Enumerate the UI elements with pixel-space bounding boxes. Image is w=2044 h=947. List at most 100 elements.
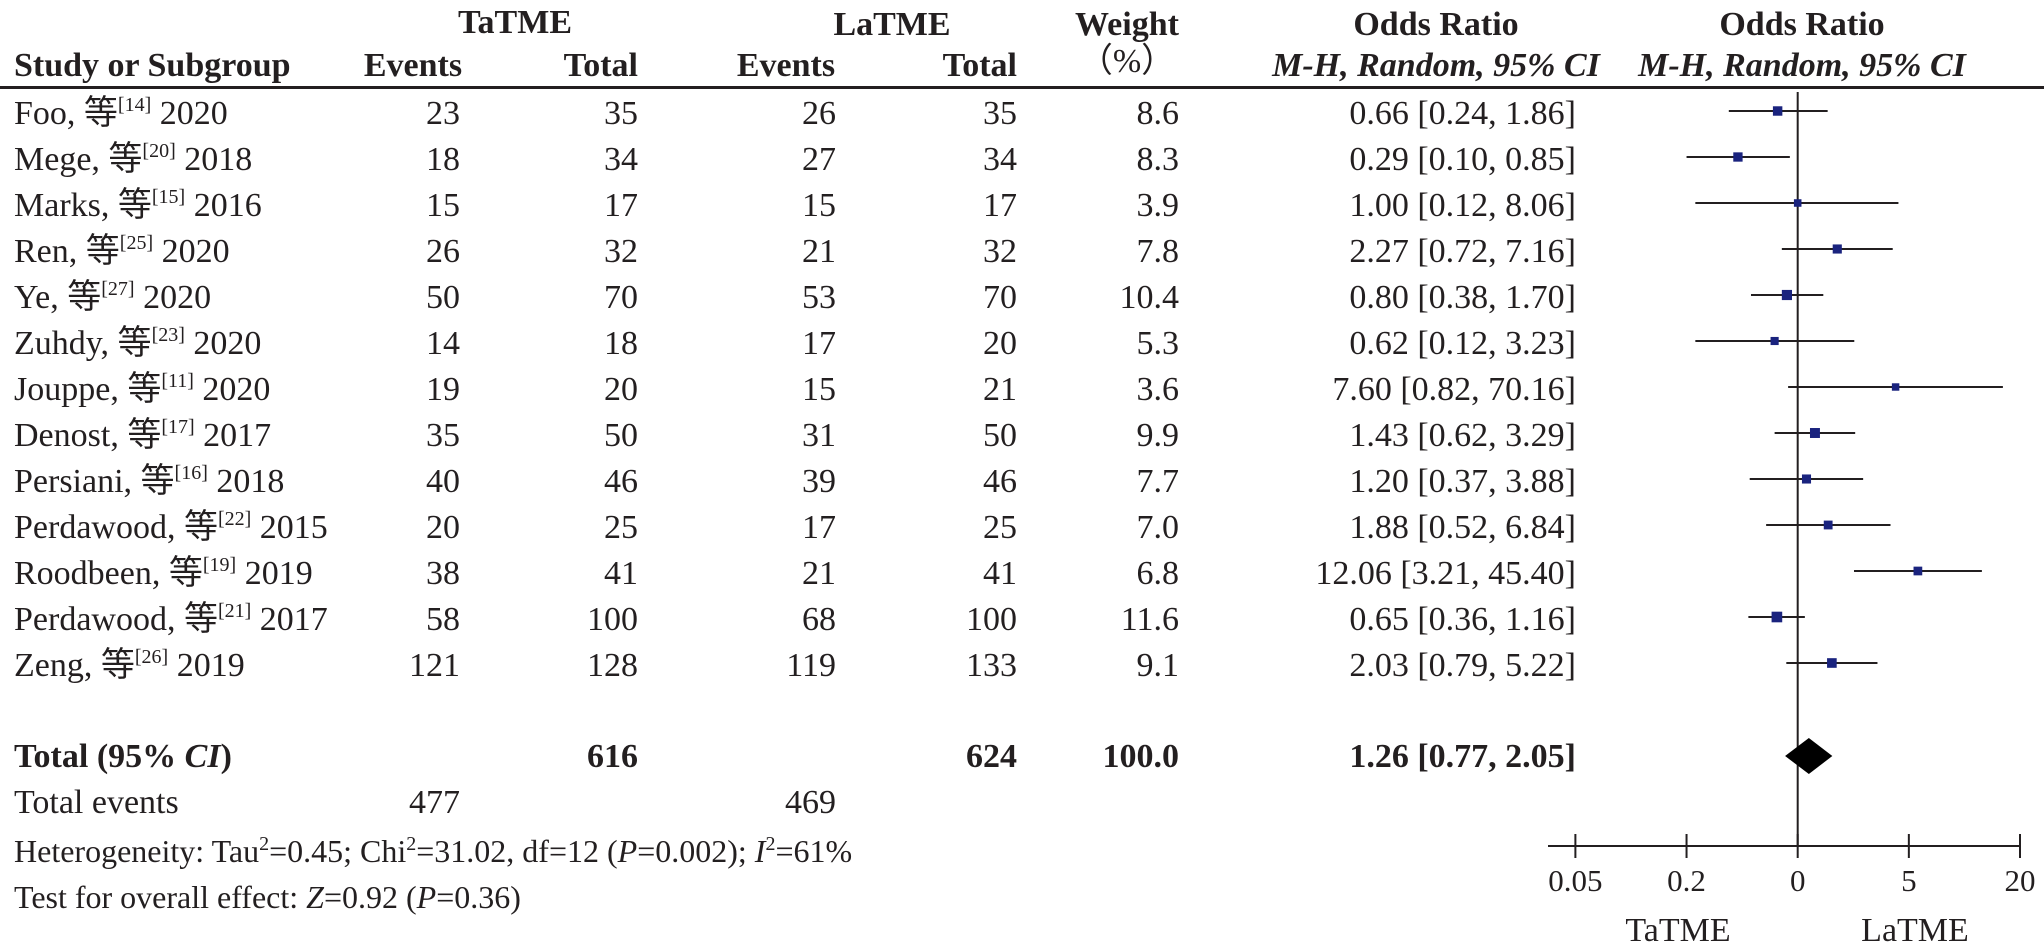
- events1-cell: 15: [426, 187, 460, 224]
- or-ci-cell: 0.29 [0.10, 0.85]: [1349, 141, 1576, 178]
- total1-cell: 70: [604, 279, 638, 316]
- events2-cell: 15: [802, 371, 836, 408]
- total1-cell: 17: [604, 187, 638, 224]
- events1-cell: 20: [426, 509, 460, 546]
- or-ci-cell: 7.60 [0.82, 70.16]: [1332, 371, 1576, 408]
- weight-cell: 7.7: [1136, 463, 1180, 500]
- total2-cell: 25: [983, 509, 1017, 546]
- axis-tick-label: 0.05: [1548, 863, 1603, 898]
- total-weight: 100.0: [1102, 738, 1180, 775]
- favours-right-label: LaTME: [1861, 912, 1969, 947]
- or-ci-cell: 1.43 [0.62, 3.29]: [1349, 417, 1576, 454]
- events1-cell: 35: [426, 417, 460, 454]
- study-name: Ye, 等[27] 2020: [14, 278, 212, 316]
- weight-cell: 8.6: [1136, 95, 1180, 132]
- group1-header: TaTME: [457, 4, 573, 41]
- total2-cell: 133: [966, 647, 1017, 684]
- total1-cell: 25: [604, 509, 638, 546]
- weight-cell: 10.4: [1119, 279, 1180, 316]
- study-name: Foo, 等[14] 2020: [14, 94, 228, 132]
- events2-cell: 31: [802, 417, 836, 454]
- weight-cell: 5.3: [1136, 325, 1180, 362]
- events2-cell: 21: [802, 233, 836, 270]
- pooled-diamond: [1785, 738, 1833, 774]
- total2-cell: 20: [983, 325, 1017, 362]
- events2-cell: 17: [802, 325, 836, 362]
- events1-cell: 26: [426, 233, 460, 270]
- weight-cell: 9.9: [1136, 417, 1180, 454]
- total2-cell: 70: [983, 279, 1017, 316]
- or-header: Odds Ratio: [1353, 6, 1519, 43]
- weight-cell: 6.8: [1136, 555, 1180, 592]
- total1-cell: 18: [604, 325, 638, 362]
- events1-cell: 40: [426, 463, 460, 500]
- weight-cell: 3.6: [1136, 371, 1180, 408]
- study-name: Ren, 等[25] 2020: [14, 232, 230, 270]
- total2-cell: 34: [983, 141, 1017, 178]
- weight-cell: 7.8: [1136, 233, 1180, 270]
- weight-cell: 11.6: [1120, 601, 1179, 638]
- axis-tick-label: 0: [1789, 863, 1806, 898]
- or-ci-cell: 1.88 [0.52, 6.84]: [1349, 509, 1576, 546]
- or-ci-cell: 0.66 [0.24, 1.86]: [1349, 95, 1576, 132]
- axis-tick-label: 5: [1901, 863, 1917, 898]
- events1-cell: 19: [426, 371, 460, 408]
- total1-cell: 35: [604, 95, 638, 132]
- or-ci-cell: 0.65 [0.36, 1.16]: [1349, 601, 1576, 638]
- heterogeneity-text: Heterogeneity: Tau2=0.45; Chi2=31.02, df…: [14, 833, 853, 869]
- total2-value: 624: [966, 738, 1017, 775]
- total1-cell: 100: [587, 601, 638, 638]
- total2-header: Total: [942, 47, 1017, 84]
- events2-cell: 39: [802, 463, 836, 500]
- events1-cell: 50: [426, 279, 460, 316]
- point-estimate: [1891, 383, 1900, 391]
- or-ci-cell: 2.27 [0.72, 7.16]: [1349, 233, 1576, 270]
- point-estimate: [1781, 289, 1793, 301]
- total-events-label: Total events: [14, 784, 179, 821]
- or-ci-cell: 1.00 [0.12, 8.06]: [1349, 187, 1576, 224]
- or-ci-cell: 1.20 [0.37, 3.88]: [1349, 463, 1576, 500]
- total2-cell: 46: [983, 463, 1017, 500]
- total1-header: Total: [563, 47, 638, 84]
- events1-cell: 121: [409, 647, 460, 684]
- total1-value: 616: [587, 738, 638, 775]
- study-header: Study or Subgroup: [14, 47, 291, 84]
- study-name: Marks, 等[15] 2016: [14, 186, 262, 224]
- or-ci-cell: 0.62 [0.12, 3.23]: [1349, 325, 1576, 362]
- study-name: Perdawood, 等[21] 2017: [14, 600, 328, 638]
- weight-cell: 9.1: [1136, 647, 1180, 684]
- study-name: Roodbeen, 等[19] 2019: [14, 554, 313, 592]
- weight-cell: 8.3: [1136, 141, 1180, 178]
- favours-left-label: TaTME: [1625, 912, 1731, 947]
- point-estimate: [1733, 152, 1743, 162]
- total2-cell: 21: [983, 371, 1017, 408]
- point-estimate: [1771, 611, 1783, 623]
- or-ci-cell: 0.80 [0.38, 1.70]: [1349, 279, 1576, 316]
- point-estimate: [1770, 336, 1779, 346]
- or-ci-cell: 2.03 [0.79, 5.22]: [1349, 647, 1576, 684]
- weight-header: Weight: [1075, 6, 1179, 43]
- plot-header: Odds Ratio: [1719, 6, 1885, 43]
- study-name: Mege, 等[20] 2018: [14, 140, 253, 178]
- total2-cell: 50: [983, 417, 1017, 454]
- or-ci-cell: 12.06 [3.21, 45.40]: [1315, 555, 1576, 592]
- study-name: Jouppe, 等[11] 2020: [14, 370, 271, 408]
- point-estimate: [1832, 244, 1842, 254]
- total-label: Total (95% CI): [14, 738, 232, 775]
- axis-tick-label: 0.2: [1667, 863, 1706, 898]
- events2-cell: 68: [802, 601, 836, 638]
- weight-cell: 7.0: [1136, 509, 1180, 546]
- total1-cell: 50: [604, 417, 638, 454]
- total2-cell: 17: [983, 187, 1017, 224]
- total1-cell: 32: [604, 233, 638, 270]
- study-name: Zeng, 等[26] 2019: [14, 646, 245, 684]
- events1-cell: 38: [426, 555, 460, 592]
- events1-cell: 18: [426, 141, 460, 178]
- point-estimate: [1809, 428, 1820, 438]
- total1-cell: 128: [587, 647, 638, 684]
- plot-method-header: M-H, Random, 95% CI: [1638, 47, 1966, 84]
- events1-cell: 23: [426, 95, 460, 132]
- events1-cell: 58: [426, 601, 460, 638]
- total2-cell: 32: [983, 233, 1017, 270]
